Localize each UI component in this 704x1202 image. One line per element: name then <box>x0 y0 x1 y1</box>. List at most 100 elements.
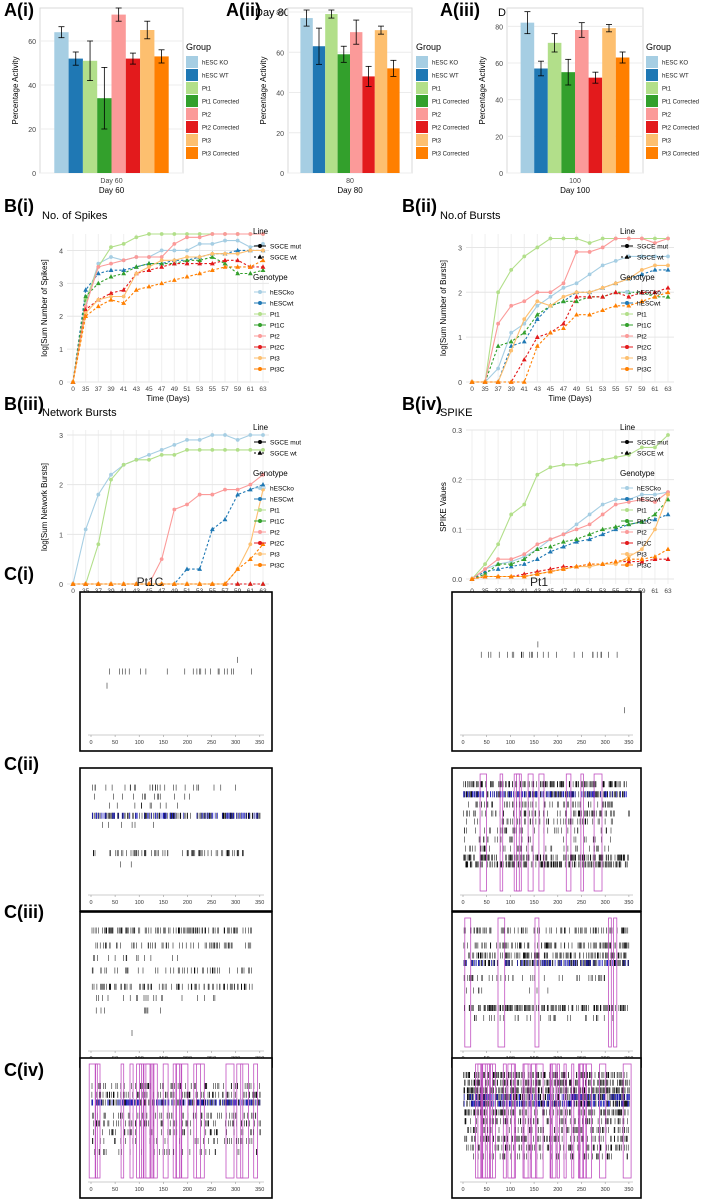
data-point-pt1 <box>172 452 177 457</box>
data-point-pt2 <box>561 532 566 537</box>
series-line-pt1 <box>73 449 263 585</box>
bar-pt3-corrected <box>154 56 169 173</box>
data-point-pt1 <box>496 290 501 295</box>
panel-label-a2: A(ii) <box>226 0 261 20</box>
legend-genotype-marker-pt3 <box>625 552 629 556</box>
legend-label: hESC KO <box>662 61 688 67</box>
raster-left-title: Pt1C <box>137 575 164 589</box>
raster-tick-label: 350 <box>255 1187 264 1193</box>
network-burst-box <box>511 1063 516 1179</box>
data-point-pt2 <box>210 492 215 497</box>
burst-spike-train <box>91 812 259 819</box>
raster-tick-label: 300 <box>231 900 240 906</box>
x-tick-label: 37 <box>95 386 103 393</box>
data-point-pt1 <box>121 241 126 246</box>
data-point-pt3 <box>248 248 253 253</box>
data-point-pt1c <box>495 561 501 566</box>
network-burst-box <box>489 1063 496 1179</box>
x-tick-label: 63 <box>259 386 267 393</box>
data-point-hescko <box>587 512 592 517</box>
legend-genotype-label: hESCko <box>637 290 661 297</box>
data-point-pt2 <box>197 492 202 497</box>
bar-pt1 <box>82 60 98 173</box>
plot-area <box>67 430 269 584</box>
data-point-hescwt <box>561 544 566 549</box>
data-point-pt3c <box>521 379 527 384</box>
data-point-hescwt <box>121 267 127 272</box>
data-point-pt2 <box>134 255 139 259</box>
legend-genotype-label: hESCwt <box>270 301 294 308</box>
x-tick-label: 35 <box>82 386 90 393</box>
legend-key-pt3 <box>646 134 658 146</box>
legend-label: hESC WT <box>662 74 689 80</box>
y-tick-label: 20 <box>28 127 36 134</box>
raster-plot-c4-left: 0 50 100 150 200 250 300 350 <box>79 1057 273 1199</box>
y-axis-label: log[Sum Number of Bursts] <box>439 260 448 356</box>
data-point-pt2c <box>222 257 228 263</box>
data-point-pt2 <box>561 281 566 286</box>
network-burst-box <box>599 1063 607 1179</box>
data-point-pt1 <box>522 502 527 507</box>
data-point-pt1 <box>522 254 527 259</box>
network-burst-box <box>181 1063 189 1179</box>
raster-tick-label: 350 <box>255 740 264 746</box>
data-point-hescwt <box>639 271 645 277</box>
data-point-pt2 <box>574 527 579 532</box>
series-line-pt3c <box>472 291 669 383</box>
raster-tick-label: 50 <box>484 900 490 906</box>
raster-tick-label: 0 <box>89 1187 92 1193</box>
data-point-pt3 <box>96 297 101 302</box>
raster-tick-label: 100 <box>135 1187 144 1193</box>
data-point-hescko <box>147 452 151 457</box>
data-point-pt3c <box>495 379 501 384</box>
data-point-pt1 <box>147 232 151 236</box>
network-burst-box <box>236 1063 244 1179</box>
legend-marker <box>625 244 629 248</box>
panel-label-c4: C(iv) <box>4 1060 44 1080</box>
raster-tick-label: 0 <box>461 1187 464 1193</box>
legend-genotype-label: Pt2C <box>270 541 285 548</box>
network-burst-box <box>152 1063 158 1179</box>
data-point-pt3 <box>666 492 670 497</box>
data-point-hescwt <box>260 482 266 487</box>
legend-label: hESC WT <box>432 74 459 80</box>
network-burst-box <box>556 1063 560 1179</box>
network-burst-box <box>622 1063 632 1179</box>
data-point-pt1 <box>185 447 189 452</box>
raster-tick-label: 100 <box>135 900 144 906</box>
legend-line-label: SGCE mut <box>637 244 668 251</box>
data-point-pt2 <box>248 482 253 487</box>
data-point-pt2c <box>209 261 215 266</box>
raster-tick-label: 200 <box>183 1187 192 1193</box>
data-point-hescwt <box>600 531 606 537</box>
legend-label: hESC KO <box>202 61 228 67</box>
network-burst-box <box>139 1063 145 1179</box>
legend-genotype-label: Pt1 <box>637 508 647 515</box>
legend-genotype-title: Genotype <box>253 273 288 282</box>
legend-marker <box>258 440 262 444</box>
data-point-pt2c <box>652 556 658 561</box>
network-burst-box <box>162 1063 169 1179</box>
data-point-pt1c <box>561 539 566 544</box>
y-tick-label: 0 <box>32 171 36 178</box>
legend-label: Pt1 Corrected <box>432 100 469 106</box>
raster-plot-c2-left: 0 50 100 150 200 250 300 350 <box>79 767 273 912</box>
data-point-pt2c <box>108 290 114 295</box>
data-point-pt1 <box>639 445 644 450</box>
bar-pt1-corrected <box>337 54 350 173</box>
data-point-pt3c <box>521 573 527 579</box>
series-line-pt1c <box>471 499 669 580</box>
legend-genotype-marker-hescko <box>625 486 629 490</box>
data-point-hescwt <box>482 568 488 574</box>
data-point-pt3c <box>95 303 101 309</box>
network-burst-box <box>225 1063 235 1179</box>
data-point-pt3c <box>184 581 190 586</box>
plot-area <box>466 430 674 584</box>
data-point-pt2c <box>626 294 632 299</box>
raster-tick-label: 300 <box>601 740 610 746</box>
data-point-pt3c <box>184 274 190 279</box>
data-point-pt3 <box>197 255 202 259</box>
data-point-pt3c <box>247 264 253 269</box>
legend-key-pt1-corrected <box>416 95 428 107</box>
network-burst-box <box>499 773 504 892</box>
